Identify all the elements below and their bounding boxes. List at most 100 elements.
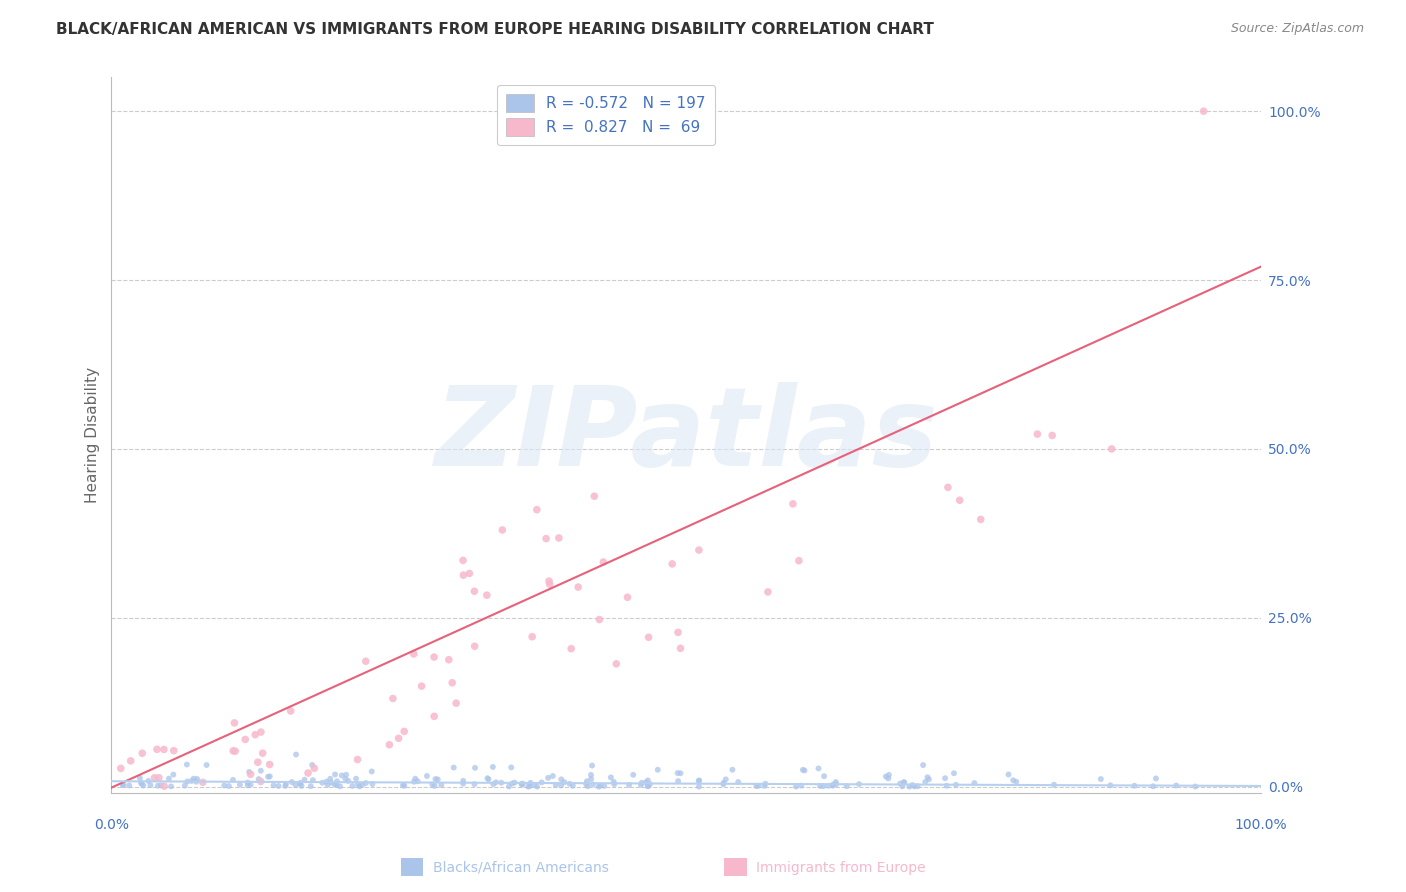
- Point: [877, 768, 900, 782]
- Point: [294, 772, 316, 787]
- Text: ZIPatlas: ZIPatlas: [434, 382, 938, 489]
- Point: [538, 574, 561, 588]
- Point: [519, 779, 541, 793]
- Point: [576, 779, 599, 793]
- Point: [949, 493, 972, 508]
- Point: [176, 774, 198, 789]
- Point: [402, 647, 425, 661]
- Point: [406, 774, 429, 789]
- Point: [583, 489, 606, 503]
- Point: [914, 775, 936, 789]
- Point: [688, 543, 710, 558]
- Point: [544, 778, 567, 792]
- Point: [238, 764, 260, 779]
- Point: [517, 780, 540, 794]
- Point: [316, 778, 339, 792]
- Point: [745, 779, 768, 793]
- Point: [146, 779, 169, 793]
- Point: [302, 773, 325, 788]
- Point: [835, 779, 858, 793]
- Point: [162, 767, 184, 781]
- Point: [503, 775, 526, 789]
- Point: [754, 779, 776, 793]
- Point: [346, 752, 368, 766]
- Text: Blacks/African Americans: Blacks/African Americans: [433, 861, 609, 875]
- Point: [588, 613, 610, 627]
- Point: [817, 779, 839, 793]
- Point: [288, 777, 311, 791]
- Point: [793, 764, 815, 778]
- Point: [337, 774, 360, 789]
- Point: [111, 778, 134, 792]
- Point: [877, 772, 900, 786]
- Point: [422, 777, 444, 791]
- Point: [444, 696, 467, 710]
- Point: [520, 630, 543, 644]
- Point: [290, 776, 312, 790]
- Point: [222, 772, 245, 787]
- Point: [239, 767, 262, 781]
- Point: [404, 772, 426, 786]
- Point: [315, 774, 337, 789]
- Point: [510, 777, 533, 791]
- Point: [637, 773, 659, 788]
- Point: [416, 769, 439, 783]
- Point: [589, 779, 612, 793]
- Point: [326, 774, 349, 789]
- Point: [501, 760, 523, 774]
- Point: [512, 777, 534, 791]
- Point: [727, 775, 749, 789]
- Point: [550, 779, 572, 793]
- Point: [538, 577, 561, 591]
- Point: [1040, 428, 1063, 442]
- Point: [176, 757, 198, 772]
- Point: [257, 770, 280, 784]
- Point: [482, 777, 505, 791]
- Point: [714, 772, 737, 787]
- Point: [903, 780, 925, 794]
- Point: [688, 780, 710, 794]
- Legend: R = -0.572   N = 197, R =  0.827   N =  69: R = -0.572 N = 197, R = 0.827 N = 69: [496, 85, 714, 145]
- Text: BLACK/AFRICAN AMERICAN VS IMMIGRANTS FROM EUROPE HEARING DISABILITY CORRELATION : BLACK/AFRICAN AMERICAN VS IMMIGRANTS FRO…: [56, 22, 934, 37]
- Point: [354, 654, 377, 668]
- Point: [782, 497, 804, 511]
- Point: [443, 761, 465, 775]
- Point: [792, 763, 814, 777]
- Point: [491, 776, 513, 790]
- Point: [491, 523, 513, 537]
- Point: [666, 625, 689, 640]
- Point: [785, 780, 807, 794]
- Point: [754, 777, 776, 791]
- Point: [173, 779, 195, 793]
- Point: [477, 772, 499, 787]
- Point: [425, 772, 447, 786]
- Point: [267, 779, 290, 793]
- Point: [342, 779, 364, 793]
- Point: [229, 778, 252, 792]
- Point: [547, 531, 569, 545]
- Point: [360, 764, 382, 779]
- Point: [756, 585, 779, 599]
- Point: [912, 758, 935, 772]
- Point: [319, 772, 342, 786]
- Point: [790, 779, 813, 793]
- Point: [901, 778, 924, 792]
- Point: [110, 761, 132, 775]
- Point: [579, 768, 602, 782]
- Point: [354, 776, 377, 790]
- Point: [451, 553, 474, 567]
- Point: [1101, 442, 1123, 456]
- Point: [1184, 780, 1206, 794]
- Point: [621, 768, 644, 782]
- Point: [560, 641, 582, 656]
- Point: [347, 777, 370, 791]
- Point: [464, 761, 486, 775]
- Point: [387, 731, 409, 746]
- Point: [711, 777, 734, 791]
- Point: [131, 746, 153, 760]
- Point: [647, 763, 669, 777]
- Point: [561, 779, 583, 793]
- Point: [236, 778, 259, 792]
- Point: [875, 769, 897, 783]
- Point: [498, 780, 520, 794]
